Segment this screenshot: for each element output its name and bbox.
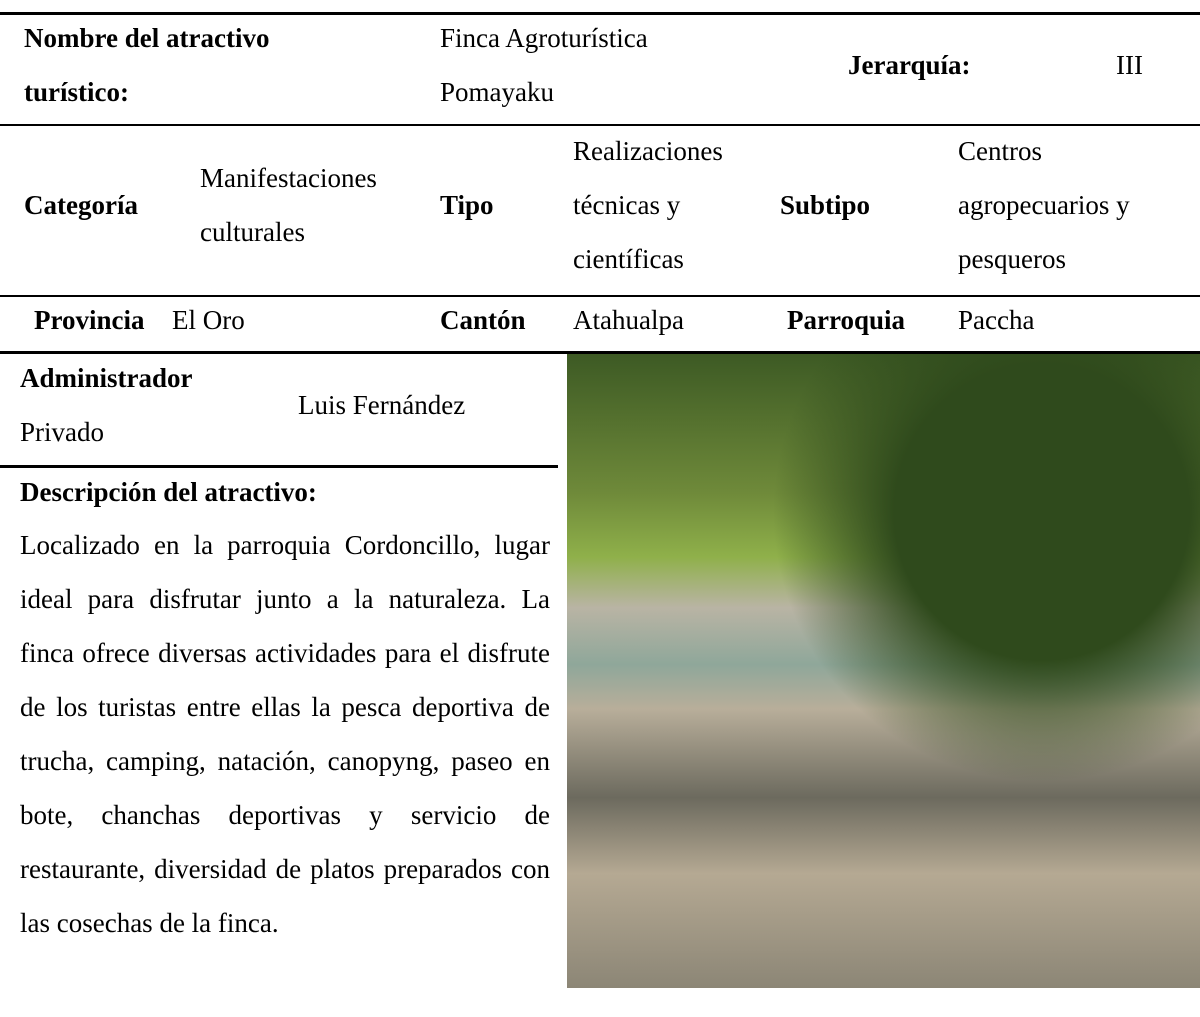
canton-label: Cantón bbox=[440, 305, 526, 335]
rule bbox=[0, 12, 1200, 15]
hierarchy-label: Jerarquía: bbox=[848, 50, 971, 80]
province: El Oro bbox=[172, 305, 245, 335]
photo bbox=[567, 354, 1200, 988]
canton: Atahualpa bbox=[573, 305, 684, 335]
hierarchy: III bbox=[1116, 50, 1143, 80]
province-label: Provincia bbox=[34, 305, 145, 335]
category: Manifestaciones culturales bbox=[200, 163, 377, 247]
subtype: Centros agropecuarios y pesqueros bbox=[958, 136, 1130, 274]
category-label: Categoría bbox=[24, 190, 138, 220]
description-text: Localizado en la parroquia Cordoncillo, … bbox=[20, 530, 550, 938]
name-label: Nombre del atractivo turístico: bbox=[24, 23, 270, 107]
parish-label: Parroquia bbox=[787, 305, 906, 335]
parish: Paccha bbox=[958, 305, 1035, 335]
administrator-kind: Privado bbox=[20, 417, 104, 447]
administrator-name: Luis Fernández bbox=[298, 390, 466, 420]
name: Finca Agroturística Pomayaku bbox=[440, 23, 648, 107]
type: Realizaciones técnicas y científicas bbox=[573, 136, 723, 274]
rule bbox=[0, 465, 558, 468]
rule bbox=[0, 124, 1200, 126]
rule bbox=[0, 351, 1200, 354]
administrator-label: Administrador bbox=[20, 363, 193, 393]
description-label: Descripción del atractivo: bbox=[20, 477, 317, 507]
type-label: Tipo bbox=[440, 190, 494, 220]
subtype-label: Subtipo bbox=[780, 190, 871, 220]
rule bbox=[0, 295, 1200, 297]
